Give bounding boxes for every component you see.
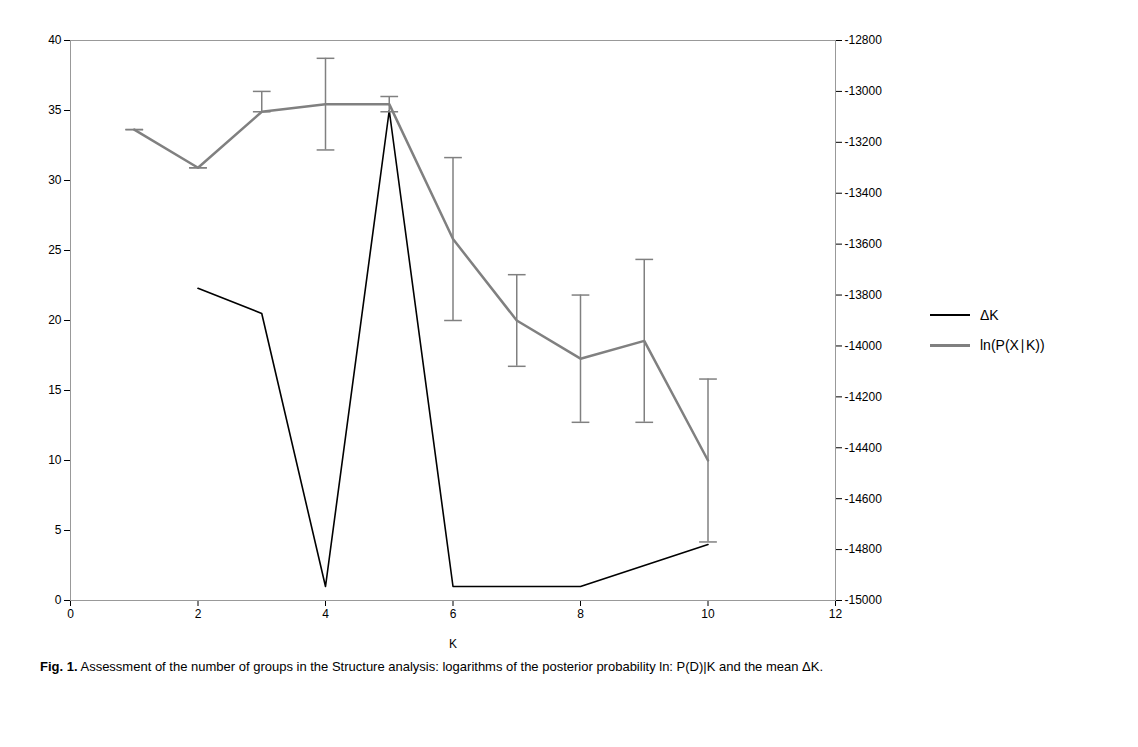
svg-text:15: 15: [48, 383, 62, 397]
svg-text:-13800: -13800: [845, 288, 883, 302]
html-text:ΔK: ΔK: [980, 307, 999, 323]
svg-text:-14000: -14000: [845, 339, 883, 353]
svg-text:10: 10: [701, 607, 715, 621]
svg-text:-12800: -12800: [845, 33, 883, 47]
svg-text:2: 2: [195, 607, 202, 621]
svg-text:10: 10: [48, 453, 62, 467]
html-text:ln(P(X∣K)): ln(P(X∣K)): [980, 337, 1045, 353]
svg-text:-13200: -13200: [845, 135, 883, 149]
svg-text:8: 8: [577, 607, 584, 621]
svg-text:-13000: -13000: [845, 84, 883, 98]
svg-text:35: 35: [48, 103, 62, 117]
svg-text:-14600: -14600: [845, 492, 883, 506]
svg-text:-13400: -13400: [845, 186, 883, 200]
svg-text:-14200: -14200: [845, 390, 883, 404]
svg-text:40: 40: [48, 33, 62, 47]
svg-text:25: 25: [48, 243, 62, 257]
svg-text:-14400: -14400: [845, 441, 883, 455]
svg-text:0: 0: [67, 607, 74, 621]
svg-text:12: 12: [829, 607, 843, 621]
svg-text:K: K: [449, 637, 457, 651]
svg-text:-13600: -13600: [845, 237, 883, 251]
svg-text:4: 4: [322, 607, 329, 621]
svg-text:-15000: -15000: [845, 593, 883, 607]
html-text:Fig. 1. Assessment of the numb: Fig. 1. Assessment of the number of grou…: [40, 659, 824, 674]
svg-text:6: 6: [450, 607, 457, 621]
svg-text:30: 30: [48, 173, 62, 187]
svg-text:5: 5: [55, 523, 62, 537]
svg-text:0: 0: [55, 593, 62, 607]
svg-text:-14800: -14800: [845, 542, 883, 556]
svg-text:20: 20: [48, 313, 62, 327]
